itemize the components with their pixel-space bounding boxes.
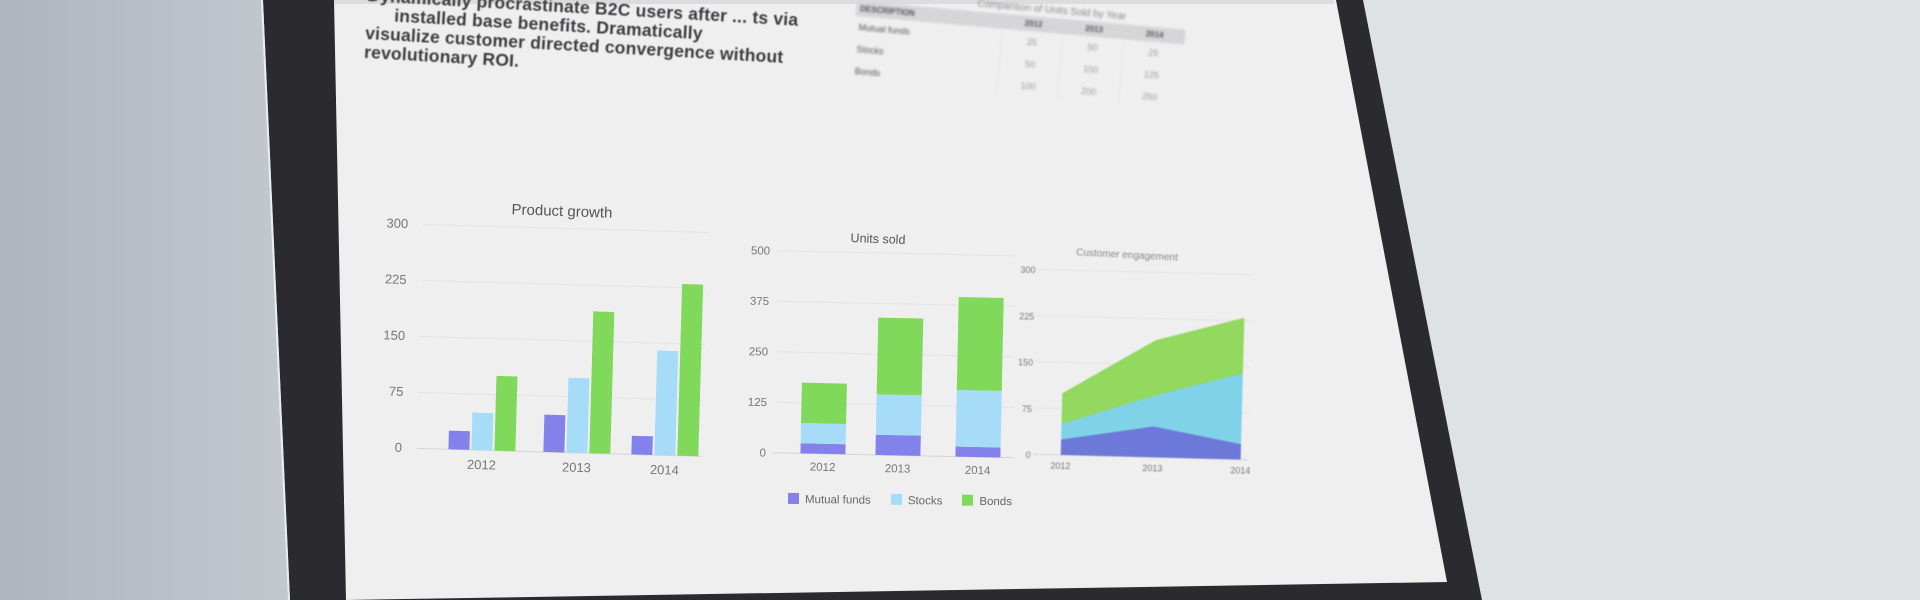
x-tick-label: 2012 — [810, 462, 836, 475]
screen-top-bar — [334, 0, 1334, 4]
bar-bonds — [589, 311, 615, 454]
stacked-bar-bonds — [876, 317, 924, 396]
y-tick-label: 0 — [759, 447, 766, 459]
stacked-bar-stocks — [800, 423, 847, 445]
stacked-bar-bonds — [956, 297, 1004, 391]
gridline — [1036, 314, 1252, 322]
bar-mutual-funds — [631, 435, 653, 455]
legend-item-bonds: Bonds — [962, 494, 1013, 509]
units-sold-legend: Mutual funds Stocks Bonds — [787, 492, 1013, 509]
legend-label: Bonds — [979, 495, 1013, 509]
units-sold-chart: 0 125 250 375 500 2012 2013 2014 — [748, 245, 1018, 478]
gridline — [423, 223, 709, 233]
gridline — [777, 250, 1018, 257]
x-tick-label: 2014 — [650, 462, 679, 478]
y-tick-label: 150 — [1018, 357, 1033, 367]
x-tick-label: 2013 — [562, 459, 591, 475]
stacked-bar-stocks — [875, 394, 922, 436]
y-tick-label: 75 — [1022, 404, 1032, 414]
y-tick-label: 300 — [1020, 265, 1035, 275]
stacked-bar-mutual-funds — [875, 434, 921, 456]
legend-swatch — [962, 494, 974, 506]
y-tick-label: 250 — [749, 346, 768, 358]
y-tick-label: 225 — [385, 271, 407, 287]
bezel-edge-highlight — [261, 0, 290, 600]
bar-stocks — [471, 412, 494, 451]
y-tick-label: 300 — [386, 215, 408, 231]
y-tick-label: 225 — [1019, 311, 1034, 321]
gridline — [420, 335, 705, 345]
legend-item-mutual-funds: Mutual funds — [787, 492, 871, 507]
wall-left — [0, 0, 300, 600]
y-tick-label: 125 — [748, 397, 767, 409]
legend-swatch — [890, 493, 902, 506]
y-tick-label: 75 — [389, 384, 404, 399]
legend-label: Stocks — [907, 495, 943, 508]
bar-stocks — [654, 350, 679, 456]
y-tick-label: 375 — [750, 296, 769, 308]
bar-stocks — [566, 377, 590, 454]
stacked-bar-bonds — [801, 382, 847, 425]
y-tick-label: 500 — [751, 245, 770, 257]
gridline — [421, 279, 707, 289]
x-tick-label: 2012 — [1050, 461, 1070, 472]
y-tick-label: 150 — [383, 327, 405, 343]
legend-item-stocks: Stocks — [890, 493, 943, 508]
bar-bonds — [677, 284, 704, 457]
stacked-bar-mutual-funds — [800, 443, 846, 455]
bar-bonds — [494, 375, 518, 452]
product-growth-chart: 0 75 150 225 300 2012 2013 2014 — [383, 215, 709, 478]
x-tick-label: 2014 — [965, 465, 991, 478]
x-tick-label: 2013 — [1142, 463, 1162, 474]
area-mutual-funds — [1060, 426, 1242, 460]
x-tick-label: 2013 — [885, 463, 911, 476]
gridline — [1037, 268, 1253, 276]
legend-label: Mutual funds — [804, 494, 871, 507]
bar-mutual-funds — [448, 430, 470, 450]
stacked-bar-stocks — [955, 389, 1002, 448]
stacked-bar-mutual-funds — [955, 446, 1001, 458]
y-tick-label: 0 — [1026, 450, 1031, 460]
legend-swatch — [787, 492, 800, 504]
x-tick-label: 2014 — [1230, 465, 1250, 476]
customer-engagement-chart: 0 75 150 225 300 2012 2013 2014 — [1018, 265, 1253, 476]
y-tick-label: 0 — [395, 440, 403, 455]
bar-mutual-funds — [543, 414, 566, 453]
x-tick-label: 2012 — [467, 457, 496, 473]
